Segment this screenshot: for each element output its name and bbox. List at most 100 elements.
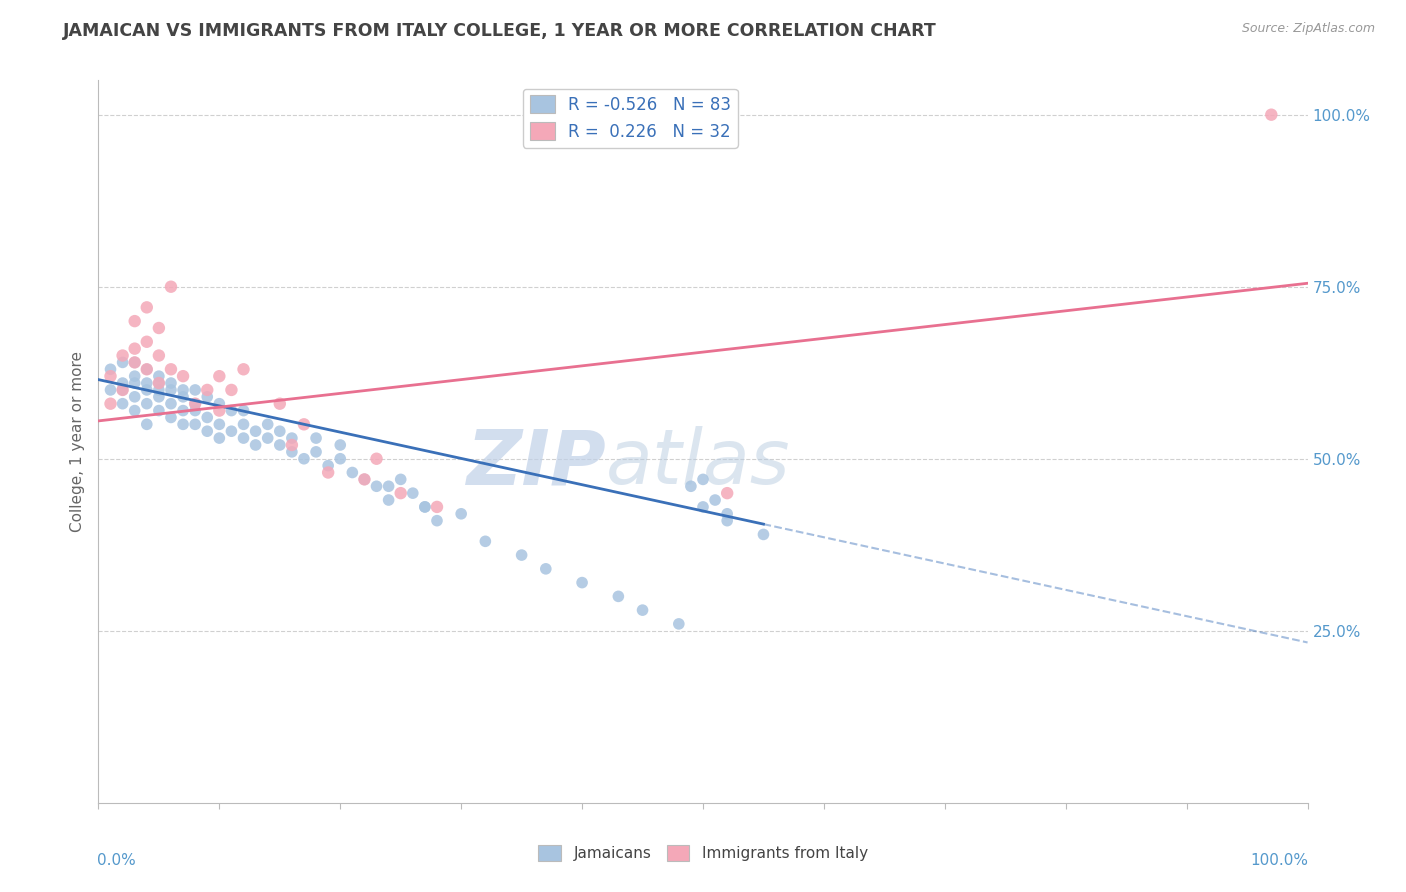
Point — [716, 514, 738, 528]
Point — [402, 486, 425, 500]
Text: ZIP: ZIP — [467, 426, 606, 500]
Point — [377, 479, 399, 493]
Point — [124, 314, 146, 328]
Point — [679, 479, 702, 493]
Point — [1260, 108, 1282, 122]
Point — [269, 397, 291, 411]
Point — [305, 431, 328, 445]
Point — [124, 342, 146, 356]
Y-axis label: College, 1 year or more: College, 1 year or more — [69, 351, 84, 532]
Point — [256, 417, 278, 432]
Point — [195, 410, 218, 425]
Point — [184, 403, 207, 417]
Point — [256, 431, 278, 445]
Point — [148, 383, 170, 397]
Point — [148, 369, 170, 384]
Point — [413, 500, 436, 514]
Legend: Jamaicans, Immigrants from Italy: Jamaicans, Immigrants from Italy — [531, 838, 875, 867]
Point — [221, 383, 243, 397]
Point — [208, 403, 231, 417]
Point — [184, 383, 207, 397]
Point — [704, 493, 727, 508]
Point — [160, 397, 183, 411]
Point — [100, 362, 122, 376]
Text: 100.0%: 100.0% — [1251, 854, 1309, 869]
Text: 0.0%: 0.0% — [97, 854, 136, 869]
Point — [221, 403, 243, 417]
Point — [668, 616, 690, 631]
Point — [111, 397, 134, 411]
Point — [329, 438, 352, 452]
Text: Source: ZipAtlas.com: Source: ZipAtlas.com — [1241, 22, 1375, 36]
Point — [184, 417, 207, 432]
Point — [172, 383, 194, 397]
Point — [692, 500, 714, 514]
Point — [135, 362, 157, 376]
Point — [111, 383, 134, 397]
Point — [353, 472, 375, 486]
Point — [111, 376, 134, 390]
Point — [135, 376, 157, 390]
Point — [631, 603, 654, 617]
Point — [292, 451, 315, 466]
Point — [172, 390, 194, 404]
Point — [195, 424, 218, 438]
Point — [184, 397, 207, 411]
Point — [100, 369, 122, 384]
Point — [316, 458, 339, 473]
Text: JAMAICAN VS IMMIGRANTS FROM ITALY COLLEGE, 1 YEAR OR MORE CORRELATION CHART: JAMAICAN VS IMMIGRANTS FROM ITALY COLLEG… — [63, 22, 936, 40]
Point — [160, 279, 183, 293]
Point — [316, 466, 339, 480]
Point — [100, 383, 122, 397]
Point — [450, 507, 472, 521]
Point — [353, 472, 375, 486]
Point — [510, 548, 533, 562]
Point — [124, 390, 146, 404]
Point — [208, 397, 231, 411]
Point — [292, 417, 315, 432]
Point — [221, 424, 243, 438]
Point — [160, 383, 183, 397]
Point — [232, 403, 254, 417]
Text: atlas: atlas — [606, 426, 790, 500]
Point — [135, 417, 157, 432]
Point — [111, 349, 134, 363]
Point — [160, 410, 183, 425]
Point — [413, 500, 436, 514]
Point — [124, 355, 146, 369]
Point — [195, 383, 218, 397]
Point — [245, 438, 267, 452]
Point — [208, 417, 231, 432]
Point — [160, 362, 183, 376]
Point — [571, 575, 593, 590]
Point — [172, 369, 194, 384]
Point — [135, 301, 157, 315]
Point — [607, 590, 630, 604]
Point — [208, 431, 231, 445]
Point — [135, 397, 157, 411]
Point — [135, 383, 157, 397]
Point — [474, 534, 496, 549]
Point — [389, 472, 412, 486]
Point — [281, 431, 304, 445]
Point — [124, 369, 146, 384]
Point — [232, 362, 254, 376]
Point — [232, 431, 254, 445]
Point — [111, 355, 134, 369]
Point — [148, 390, 170, 404]
Point — [208, 369, 231, 384]
Point — [366, 451, 388, 466]
Point — [232, 417, 254, 432]
Point — [148, 321, 170, 335]
Point — [305, 445, 328, 459]
Point — [281, 438, 304, 452]
Point — [692, 472, 714, 486]
Point — [135, 362, 157, 376]
Point — [716, 507, 738, 521]
Point — [269, 424, 291, 438]
Point — [389, 486, 412, 500]
Point — [148, 376, 170, 390]
Point — [124, 355, 146, 369]
Point — [148, 403, 170, 417]
Point — [135, 334, 157, 349]
